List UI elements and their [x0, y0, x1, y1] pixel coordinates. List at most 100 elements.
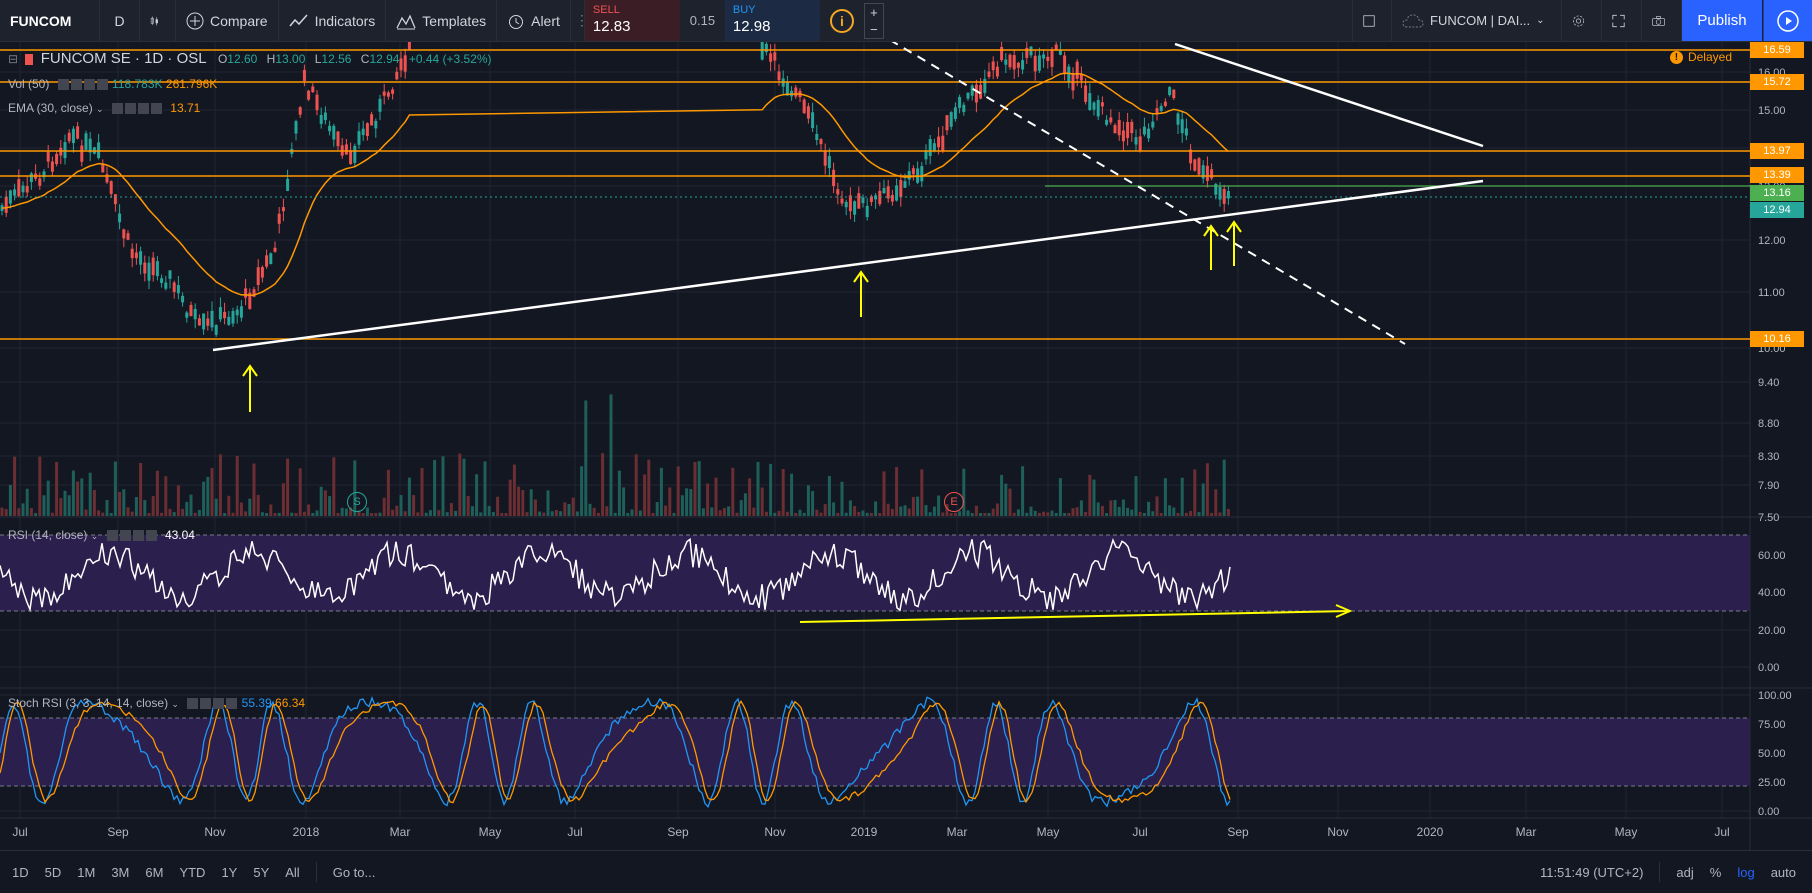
range-3m[interactable]: 3M	[111, 864, 130, 880]
rsi-value: 43.04	[164, 528, 195, 542]
ema-legend[interactable]: EMA (30, close) ⌄ 13.71	[8, 101, 200, 115]
volume-bar	[949, 512, 953, 516]
candle-body	[17, 179, 21, 197]
candle-body	[134, 252, 138, 259]
interval-button[interactable]: D	[100, 0, 140, 41]
volume-bar	[319, 486, 323, 516]
percent-toggle[interactable]: %	[1709, 864, 1722, 880]
candle-body	[210, 310, 214, 328]
candle-body	[903, 181, 907, 188]
volume-bar	[995, 503, 999, 516]
stoch-legend[interactable]: Stoch RSI (3, 3, 14, 14, close) ⌄ 55.39 …	[8, 696, 305, 710]
volume-bar	[265, 512, 269, 516]
time-axis[interactable]: Jul Sep Nov 2018 Mar May Jul Sep Nov 2019 Mar May Ju…	[12, 825, 1729, 839]
layout-selector[interactable]: FUNCOM | DAI... ⌄	[1392, 0, 1562, 41]
candle-body	[88, 138, 92, 153]
volume-bar	[1016, 509, 1020, 516]
volume-bar	[1000, 474, 1004, 516]
delayed-badge[interactable]: ! Delayed	[1669, 50, 1732, 64]
volume-bar	[407, 477, 411, 516]
fullscreen-layout-button[interactable]	[1352, 0, 1392, 41]
descending-trendline[interactable]	[1174, 42, 1484, 148]
volume-bar	[294, 512, 298, 516]
zoom-out-button[interactable]: −	[870, 21, 878, 37]
ascending-trendline[interactable]	[212, 179, 1484, 352]
time-axis-label: Jul	[1132, 825, 1147, 839]
volume-bar	[798, 509, 802, 516]
publish-button[interactable]: Publish	[1682, 0, 1762, 41]
range-1d[interactable]: 1D	[12, 864, 29, 880]
volume-bar	[1151, 511, 1155, 516]
candle-body	[370, 114, 374, 126]
snapshot-button[interactable]	[1642, 0, 1682, 41]
range-5d[interactable]: 5D	[44, 864, 62, 880]
chart-canvas[interactable]: 16.0015.0014.0013.0012.0011.0010.009.408…	[0, 42, 1812, 850]
candle-body	[151, 257, 155, 276]
candle-body	[143, 262, 147, 274]
range-ytd[interactable]: YTD	[179, 864, 206, 880]
candle-body	[848, 195, 852, 212]
volume-bar	[365, 507, 369, 516]
replay-button[interactable]	[1763, 0, 1812, 41]
zoom-in-button[interactable]: +	[870, 4, 878, 20]
candle-body	[1012, 55, 1016, 70]
goto-button[interactable]: Go to...	[332, 864, 376, 880]
candle-body	[344, 144, 348, 155]
adj-toggle[interactable]: adj	[1676, 864, 1694, 880]
candle-body	[1205, 165, 1209, 181]
volume-bar	[773, 512, 777, 516]
rsi-axis[interactable]: 60.00 40.00 20.00 0.00	[1758, 550, 1786, 674]
volume-bar	[701, 508, 705, 516]
clock[interactable]: 11:51:49 (UTC+2)	[1539, 864, 1644, 880]
symbol-search[interactable]: FUNCOM	[0, 0, 100, 41]
drag-handle[interactable]: ⋮⋮	[571, 0, 603, 41]
stoch-d-value: 66.34	[275, 696, 306, 710]
candle-body	[336, 131, 340, 147]
split-marker[interactable]: S	[347, 492, 367, 512]
buy-label: BUY	[732, 4, 756, 16]
candle-body	[1193, 159, 1197, 171]
candle-body	[899, 180, 903, 198]
templates-button[interactable]: Templates	[386, 0, 498, 41]
log-toggle[interactable]: log	[1737, 864, 1755, 880]
sell-button[interactable]: SELL 12.83	[584, 0, 680, 41]
rsi-support-line[interactable]	[799, 610, 1351, 623]
chart-style-button[interactable]	[140, 0, 176, 41]
range-1m[interactable]: 1M	[77, 864, 96, 880]
volume-bar	[458, 453, 462, 516]
earnings-marker[interactable]: E	[944, 492, 964, 512]
auto-toggle[interactable]: auto	[1770, 864, 1796, 880]
indicators-button[interactable]: Indicators	[279, 0, 387, 41]
dashed-trendline[interactable]	[890, 42, 1406, 345]
stoch-axis[interactable]: 100.00 75.00 50.00 25.00 0.00	[1758, 690, 1792, 818]
volume-bar	[512, 464, 516, 516]
range-6m[interactable]: 6M	[145, 864, 164, 880]
volume-bar	[92, 489, 96, 516]
fullscreen-button[interactable]	[1602, 0, 1642, 41]
range-all[interactable]: All	[285, 864, 300, 880]
collapse-icon[interactable]: ⊟	[8, 52, 19, 66]
buy-button[interactable]: BUY 12.98	[724, 0, 820, 41]
templates-label: Templates	[422, 12, 487, 29]
volume-bar	[139, 462, 143, 516]
range-1y[interactable]: 1Y	[221, 864, 238, 880]
compare-button[interactable]: Compare	[176, 0, 279, 41]
volume-bar	[689, 489, 693, 516]
volume-legend[interactable]: Vol (50) 118.783K 261.796K	[8, 77, 217, 91]
volume-bar	[1100, 505, 1104, 516]
range-5y[interactable]: 5Y	[253, 864, 270, 880]
rsi-legend[interactable]: RSI (14, close) ⌄ 43.04	[8, 528, 195, 542]
volume-bar	[1105, 512, 1109, 516]
settings-button[interactable]	[1562, 0, 1602, 41]
alert-button[interactable]: Alert	[497, 0, 571, 41]
volume-bar	[160, 512, 164, 516]
volume-bar	[538, 511, 542, 516]
info-icon[interactable]: i	[829, 8, 854, 33]
volume-bar	[584, 400, 588, 516]
gear-icon	[1573, 15, 1584, 26]
candle-body	[67, 132, 71, 142]
volume-bar	[550, 511, 554, 516]
volume-bar	[122, 489, 126, 516]
candle-body	[155, 261, 159, 277]
price-axis[interactable]: 16.0015.0014.0013.0012.0011.0010.009.408…	[1758, 67, 1786, 524]
